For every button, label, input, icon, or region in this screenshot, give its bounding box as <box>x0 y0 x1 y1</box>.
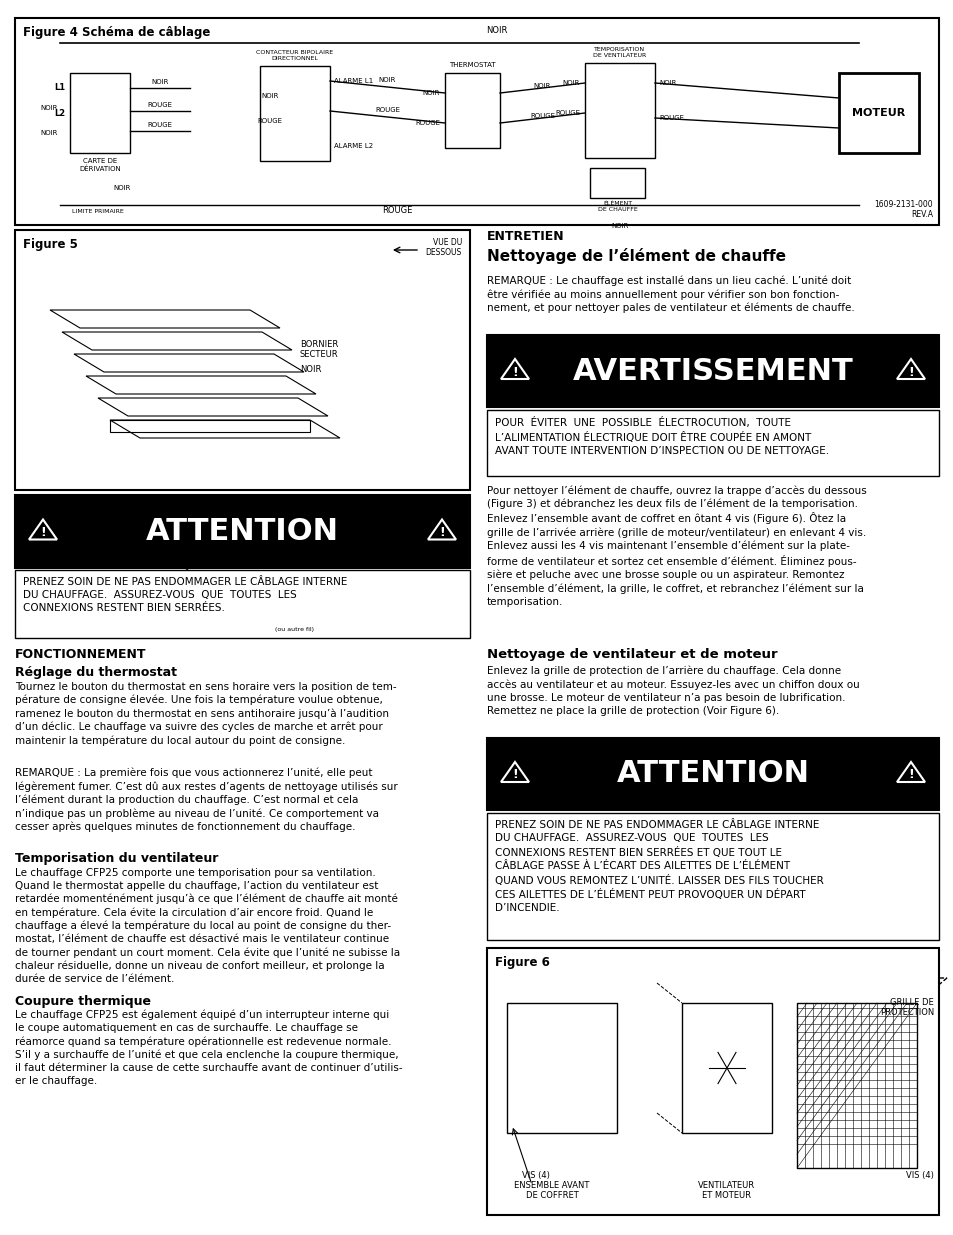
Text: NOIR: NOIR <box>299 366 321 374</box>
Text: ALARME L1: ALARME L1 <box>334 78 373 84</box>
Text: !: ! <box>438 526 444 538</box>
Text: ROUGE: ROUGE <box>148 122 172 128</box>
Bar <box>838 73 918 153</box>
Text: Coupure thermique: Coupure thermique <box>15 995 151 1008</box>
Text: CARTE DE
DÉRIVATION: CARTE DE DÉRIVATION <box>79 158 121 172</box>
Text: L2: L2 <box>53 109 65 117</box>
Text: ÉLÉMENT
DE CHAUFFE: ÉLÉMENT DE CHAUFFE <box>597 201 637 212</box>
Bar <box>486 948 938 1215</box>
Text: NOIR: NOIR <box>112 185 131 191</box>
Text: ROUGE: ROUGE <box>659 115 683 121</box>
Text: Réglage du thermostat: Réglage du thermostat <box>15 666 177 679</box>
Bar <box>486 813 938 940</box>
Text: !: ! <box>512 366 517 378</box>
Text: ALARME L2: ALARME L2 <box>334 143 373 149</box>
Text: !: ! <box>907 366 913 378</box>
Text: NOIR: NOIR <box>659 80 676 86</box>
Text: REMARQUE : La première fois que vous actionnerez l’unité, elle peut
légèrement f: REMARQUE : La première fois que vous act… <box>15 768 397 832</box>
Text: Nettoyage de ventilateur et de moteur: Nettoyage de ventilateur et de moteur <box>486 648 777 661</box>
Text: LIMITE PRIMAIRE: LIMITE PRIMAIRE <box>72 209 124 214</box>
Bar <box>486 739 938 810</box>
Text: ROUGE: ROUGE <box>257 119 282 124</box>
Bar <box>796 1003 916 1168</box>
Bar <box>444 73 499 148</box>
Text: ENSEMBLE AVANT
DE COFFRET: ENSEMBLE AVANT DE COFFRET <box>514 1181 589 1200</box>
Bar <box>486 410 938 475</box>
Bar <box>589 168 644 198</box>
Text: AVERTISSEMENT: AVERTISSEMENT <box>572 357 853 385</box>
Text: CONTACTEUR BIPOLAIRE
DIRECTIONNEL: CONTACTEUR BIPOLAIRE DIRECTIONNEL <box>256 51 334 61</box>
Text: VENTILATEUR
ET MOTEUR: VENTILATEUR ET MOTEUR <box>698 1181 755 1200</box>
Text: Figure 6: Figure 6 <box>495 956 549 969</box>
Text: Le chauffage CFP25 est également équipé d’un interrupteur interne qui
le coupe a: Le chauffage CFP25 est également équipé … <box>15 1010 402 1086</box>
Text: Figure 4 Schéma de câblage: Figure 4 Schéma de câblage <box>23 26 211 40</box>
Text: !: ! <box>907 768 913 782</box>
Bar <box>260 65 330 161</box>
Text: ROUGE: ROUGE <box>375 107 399 112</box>
Text: MOTEUR: MOTEUR <box>851 107 904 119</box>
Text: GRILLE DE
PROTECTION: GRILLE DE PROTECTION <box>879 998 933 1018</box>
Text: FONCTIONNEMENT: FONCTIONNEMENT <box>15 648 147 661</box>
Text: NOIR: NOIR <box>486 26 507 35</box>
Text: Enlevez la grille de protection de l’arrière du chauffage. Cela donne
accès au v: Enlevez la grille de protection de l’arr… <box>486 666 859 715</box>
Bar <box>15 19 938 225</box>
Text: 1609-2131-000
REV.A: 1609-2131-000 REV.A <box>874 200 932 219</box>
Text: NOIR: NOIR <box>378 77 395 83</box>
Text: ROUGE: ROUGE <box>555 110 579 116</box>
Text: ENTRETIEN: ENTRETIEN <box>486 230 564 243</box>
Text: ATTENTION: ATTENTION <box>616 760 809 788</box>
Text: TEMPORISATION
DE VENTILATEUR: TEMPORISATION DE VENTILATEUR <box>593 47 646 58</box>
Text: NOIR: NOIR <box>562 80 579 86</box>
Text: (ou autre fil): (ou autre fil) <box>274 627 314 632</box>
Text: VIS (4): VIS (4) <box>905 1171 933 1179</box>
Text: Figure 5: Figure 5 <box>23 238 78 251</box>
Bar <box>15 495 470 568</box>
Text: ROUGE: ROUGE <box>148 103 172 107</box>
Text: NOIR: NOIR <box>40 130 57 136</box>
Text: REMARQUE : Le chauffage est installé dans un lieu caché. L’unité doit
être vérif: REMARQUE : Le chauffage est installé dan… <box>486 275 854 314</box>
Bar <box>506 1003 617 1132</box>
Bar <box>681 1003 771 1132</box>
Text: NOIR: NOIR <box>534 83 551 89</box>
Text: Pour nettoyer l’élément de chauffe, ouvrez la trappe d’accès du dessous
(Figure : Pour nettoyer l’élément de chauffe, ouvr… <box>486 485 866 606</box>
Bar <box>70 73 130 153</box>
Text: NOIR: NOIR <box>261 93 278 99</box>
Text: ROUGE: ROUGE <box>530 112 555 119</box>
Text: VIS (4): VIS (4) <box>521 1171 549 1179</box>
Text: Nettoyage de l’élément de chauffe: Nettoyage de l’élément de chauffe <box>486 248 785 264</box>
Text: PRENEZ SOIN DE NE PAS ENDOMMAGER LE CÂBLAGE INTERNE
DU CHAUFFAGE.  ASSUREZ-VOUS : PRENEZ SOIN DE NE PAS ENDOMMAGER LE CÂBL… <box>23 577 347 614</box>
Text: POUR  ÉVITER  UNE  POSSIBLE  ÉLECTROCUTION,  TOUTE
L’ALIMENTATION ÉLECTRIQUE DOI: POUR ÉVITER UNE POSSIBLE ÉLECTROCUTION, … <box>495 417 828 456</box>
Text: Le chauffage CFP25 comporte une temporisation pour sa ventilation.
Quand le ther: Le chauffage CFP25 comporte une temporis… <box>15 868 399 984</box>
Text: BLANC: BLANC <box>162 498 188 521</box>
Text: ROUGE: ROUGE <box>381 206 412 215</box>
Text: Temporisation du ventilateur: Temporisation du ventilateur <box>15 852 218 864</box>
Bar <box>15 571 470 638</box>
Text: !: ! <box>40 526 46 538</box>
Bar <box>584 63 655 158</box>
Text: NOIR: NOIR <box>40 105 57 111</box>
Text: NOIR: NOIR <box>422 90 439 96</box>
Text: NOIR: NOIR <box>152 79 169 85</box>
Text: ATTENTION: ATTENTION <box>146 517 338 546</box>
Text: BORNIER
SECTEUR: BORNIER SECTEUR <box>299 340 338 359</box>
Text: ROUGE: ROUGE <box>415 120 439 126</box>
Text: Tournez le bouton du thermostat en sens horaire vers la position de tem-
pératur: Tournez le bouton du thermostat en sens … <box>15 682 396 746</box>
Bar <box>486 335 938 408</box>
Text: NOIR: NOIR <box>611 224 628 228</box>
Text: PRENEZ SOIN DE NE PAS ENDOMMAGER LE CÂBLAGE INTERNE
DU CHAUFFAGE.  ASSUREZ-VOUS : PRENEZ SOIN DE NE PAS ENDOMMAGER LE CÂBL… <box>495 820 822 914</box>
Text: L1: L1 <box>53 84 65 93</box>
Text: !: ! <box>512 768 517 782</box>
Bar <box>15 230 470 490</box>
Text: THERMOSTAT: THERMOSTAT <box>449 62 496 68</box>
Text: VUE DU
DESSOUS: VUE DU DESSOUS <box>425 238 461 257</box>
